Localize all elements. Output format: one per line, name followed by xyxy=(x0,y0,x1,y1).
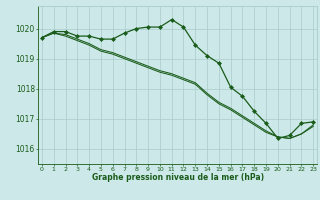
X-axis label: Graphe pression niveau de la mer (hPa): Graphe pression niveau de la mer (hPa) xyxy=(92,173,264,182)
